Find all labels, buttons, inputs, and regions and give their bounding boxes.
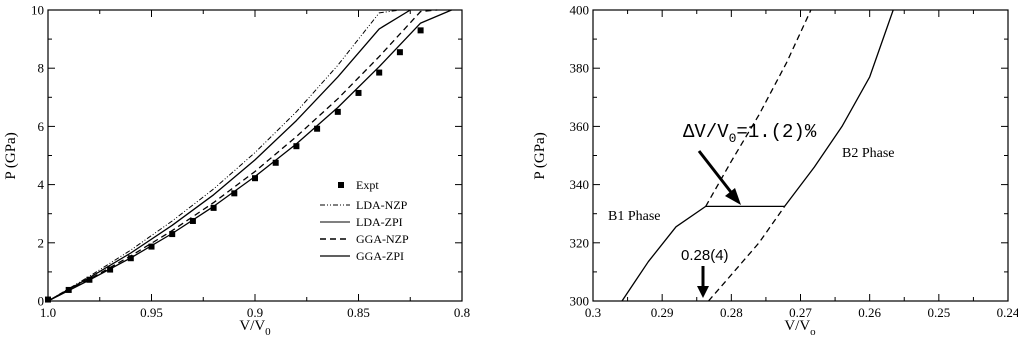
expt-point	[376, 69, 383, 76]
legend-label-expt: Expt	[356, 178, 379, 192]
y-tick-label: 0	[38, 294, 45, 309]
series-line-right-1	[784, 9, 894, 207]
x-tick-label: 0.27	[789, 305, 812, 320]
x-tick-label: 0.25	[927, 305, 950, 320]
expt-point	[355, 89, 362, 96]
series-line-gga-nzp	[47, 9, 438, 302]
y-tick-label: 6	[38, 119, 45, 134]
expt-point	[86, 276, 93, 283]
series-line-right-2	[705, 9, 812, 207]
y-axis-label: P (GPa)	[532, 132, 548, 179]
y-tick-label: 340	[570, 177, 590, 192]
series-line-right-0	[621, 205, 707, 302]
expt-point	[314, 125, 321, 132]
expt-point	[45, 296, 51, 303]
y-tick-label: 10	[31, 3, 44, 18]
expt-point	[107, 266, 114, 273]
y-tick-label: 320	[570, 235, 590, 250]
legend: Expt LDA-NZP LDA-ZPI GGA-NZP GGA-ZPI	[320, 178, 409, 263]
delta-arrow-head	[725, 188, 741, 205]
expt-point	[417, 27, 424, 34]
y-tick-label: 8	[38, 61, 45, 76]
delta-arrow-shaft	[697, 150, 736, 197]
chart-right: 0.3 0.29 0.28 0.27 0.26 0.25 0.24 300 320 340 360 3…	[532, 3, 1018, 339]
b2-phase-label: B2 Phase	[842, 146, 895, 161]
expt-point	[210, 204, 217, 211]
series-line-lda-zpi	[47, 9, 411, 302]
x-tick-label: 0.95	[140, 305, 163, 320]
axis-ticks: 0.3 0.29 0.28 0.27 0.26 0.25 0.24 300 320 340 360 3…	[570, 3, 1018, 321]
transition-arrow	[697, 266, 709, 298]
b1-phase-label: B1 Phase	[608, 209, 661, 224]
legend-label-gga-nzp: GGA-NZP	[356, 232, 409, 246]
y-tick-label: 2	[38, 235, 45, 250]
legend-marker-expt	[338, 182, 344, 188]
transition-arrow-head	[697, 286, 709, 298]
series-line-lda-nzp	[47, 9, 400, 302]
x-tick-label: 0.24	[997, 305, 1018, 320]
y-axis-label: P (GPa)	[3, 132, 19, 179]
x-axis-label: V/Vo	[784, 318, 816, 338]
y-tick-label: 380	[570, 61, 590, 76]
plot-frame	[592, 9, 1009, 302]
expt-point	[293, 143, 300, 150]
y-tick-label: 360	[570, 119, 590, 134]
x-tick-label: 0.9	[247, 305, 263, 320]
expt-point	[127, 255, 134, 262]
x-tick-label: 1.0	[40, 305, 56, 320]
delta-arrow	[697, 150, 741, 205]
expt-point	[231, 190, 238, 197]
expt-point	[169, 231, 176, 238]
y-tick-label: 400	[570, 3, 590, 18]
x-tick-label: 0.85	[347, 305, 370, 320]
y-tick-label: 4	[38, 177, 45, 192]
expt-markers	[45, 27, 424, 303]
x-axis-label: V/V0	[239, 318, 271, 338]
expt-point	[148, 243, 155, 250]
chart-left: 1.0 0.95 0.9 0.85 0.8 0 2 4 6 8 10 V/V0 P (GPa) Ex…	[3, 3, 470, 339]
transition-volume-label: 0.28(4)	[681, 247, 729, 264]
expt-point	[189, 217, 196, 224]
expt-point	[252, 175, 258, 182]
x-tick-label: 0.3	[585, 305, 601, 320]
x-tick-label: 0.29	[651, 305, 674, 320]
series-group	[621, 9, 894, 302]
delta-v-annotation: ΔV/V0=1.(2)%	[683, 121, 817, 146]
x-tick-label: 0.28	[720, 305, 743, 320]
x-tick-label: 0.8	[454, 305, 470, 320]
legend-label-lda-zpi: LDA-ZPI	[356, 215, 403, 229]
series-line-right-3	[708, 206, 786, 302]
legend-label-gga-zpi: GGA-ZPI	[356, 249, 404, 263]
legend-label-lda-nzp: LDA-NZP	[356, 198, 408, 212]
x-tick-label: 0.26	[858, 305, 881, 320]
axis-ticks: 1.0 0.95 0.9 0.85 0.8 0 2 4 6 8 10	[31, 3, 470, 321]
expt-point	[272, 159, 279, 166]
expt-point	[396, 49, 403, 56]
expt-point	[65, 286, 72, 293]
expt-point	[334, 108, 341, 115]
y-tick-label: 300	[570, 294, 590, 309]
